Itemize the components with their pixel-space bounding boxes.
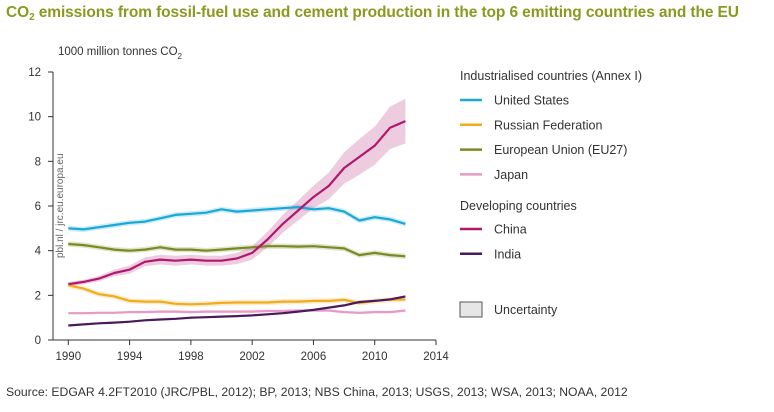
y-tick-label-4: 4 xyxy=(35,246,42,258)
y-tick-label-0: 0 xyxy=(35,335,41,347)
x-tick-label-2006: 2006 xyxy=(301,351,327,363)
legend-group-industrialised: Industrialised countries (Annex I) xyxy=(460,69,642,83)
x-tick-label-1998: 1998 xyxy=(178,351,204,363)
y-tick-label-12: 12 xyxy=(28,67,41,79)
series-line-russia xyxy=(68,284,406,306)
y-tick-label-2: 2 xyxy=(35,290,41,302)
y-tick-label-8: 8 xyxy=(35,156,41,168)
series-line-us xyxy=(68,206,406,231)
series-lines xyxy=(68,120,406,327)
y-ticks: 0 2 4 6 8 10 12 xyxy=(28,67,53,347)
legend-label-japan: Japan xyxy=(494,168,528,182)
chart: 0 2 4 6 8 10 12 1990 1994 1998 2002 2006 2010 2014 1… xyxy=(28,46,642,363)
chart-title: CO2 emissions from fossil-fuel use and c… xyxy=(6,4,739,23)
watermark: pbl.nl / jrc.eu.europa.eu xyxy=(55,153,66,258)
legend-label-russia: Russian Federation xyxy=(494,118,602,132)
source-note: Source: EDGAR 4.2FT2010 (JRC/PBL, 2012);… xyxy=(6,385,628,399)
x-tick-label-2014: 2014 xyxy=(423,351,449,363)
x-tick-label-2010: 2010 xyxy=(362,351,388,363)
legend: Industrialised countries (Annex I) Unite… xyxy=(459,69,642,318)
legend-label-us: United States xyxy=(494,94,569,108)
series-line-eu xyxy=(68,242,406,258)
legend-label-eu: European Union (EU27) xyxy=(494,143,627,157)
legend-label-china: China xyxy=(494,223,527,237)
series-line-japan xyxy=(68,309,406,315)
y-tick-label-6: 6 xyxy=(35,201,41,213)
y-axis-label: 1000 million tonnes CO2 xyxy=(58,46,183,61)
y-tick-label-10: 10 xyxy=(28,112,41,124)
series-line-china xyxy=(68,120,406,286)
legend-group-developing: Developing countries xyxy=(460,199,577,213)
legend-label-india: India xyxy=(494,247,521,261)
uncertainty-band-us xyxy=(68,204,406,233)
x-tick-label-2002: 2002 xyxy=(239,351,265,363)
x-ticks: 1990 1994 1998 2002 2006 2010 2014 xyxy=(56,340,449,363)
legend-uncertainty-swatch xyxy=(459,301,483,318)
x-tick-label-1990: 1990 xyxy=(56,351,82,363)
legend-uncertainty-label: Uncertainty xyxy=(494,303,558,317)
x-tick-label-1994: 1994 xyxy=(117,351,143,363)
series-line-india xyxy=(68,295,406,327)
